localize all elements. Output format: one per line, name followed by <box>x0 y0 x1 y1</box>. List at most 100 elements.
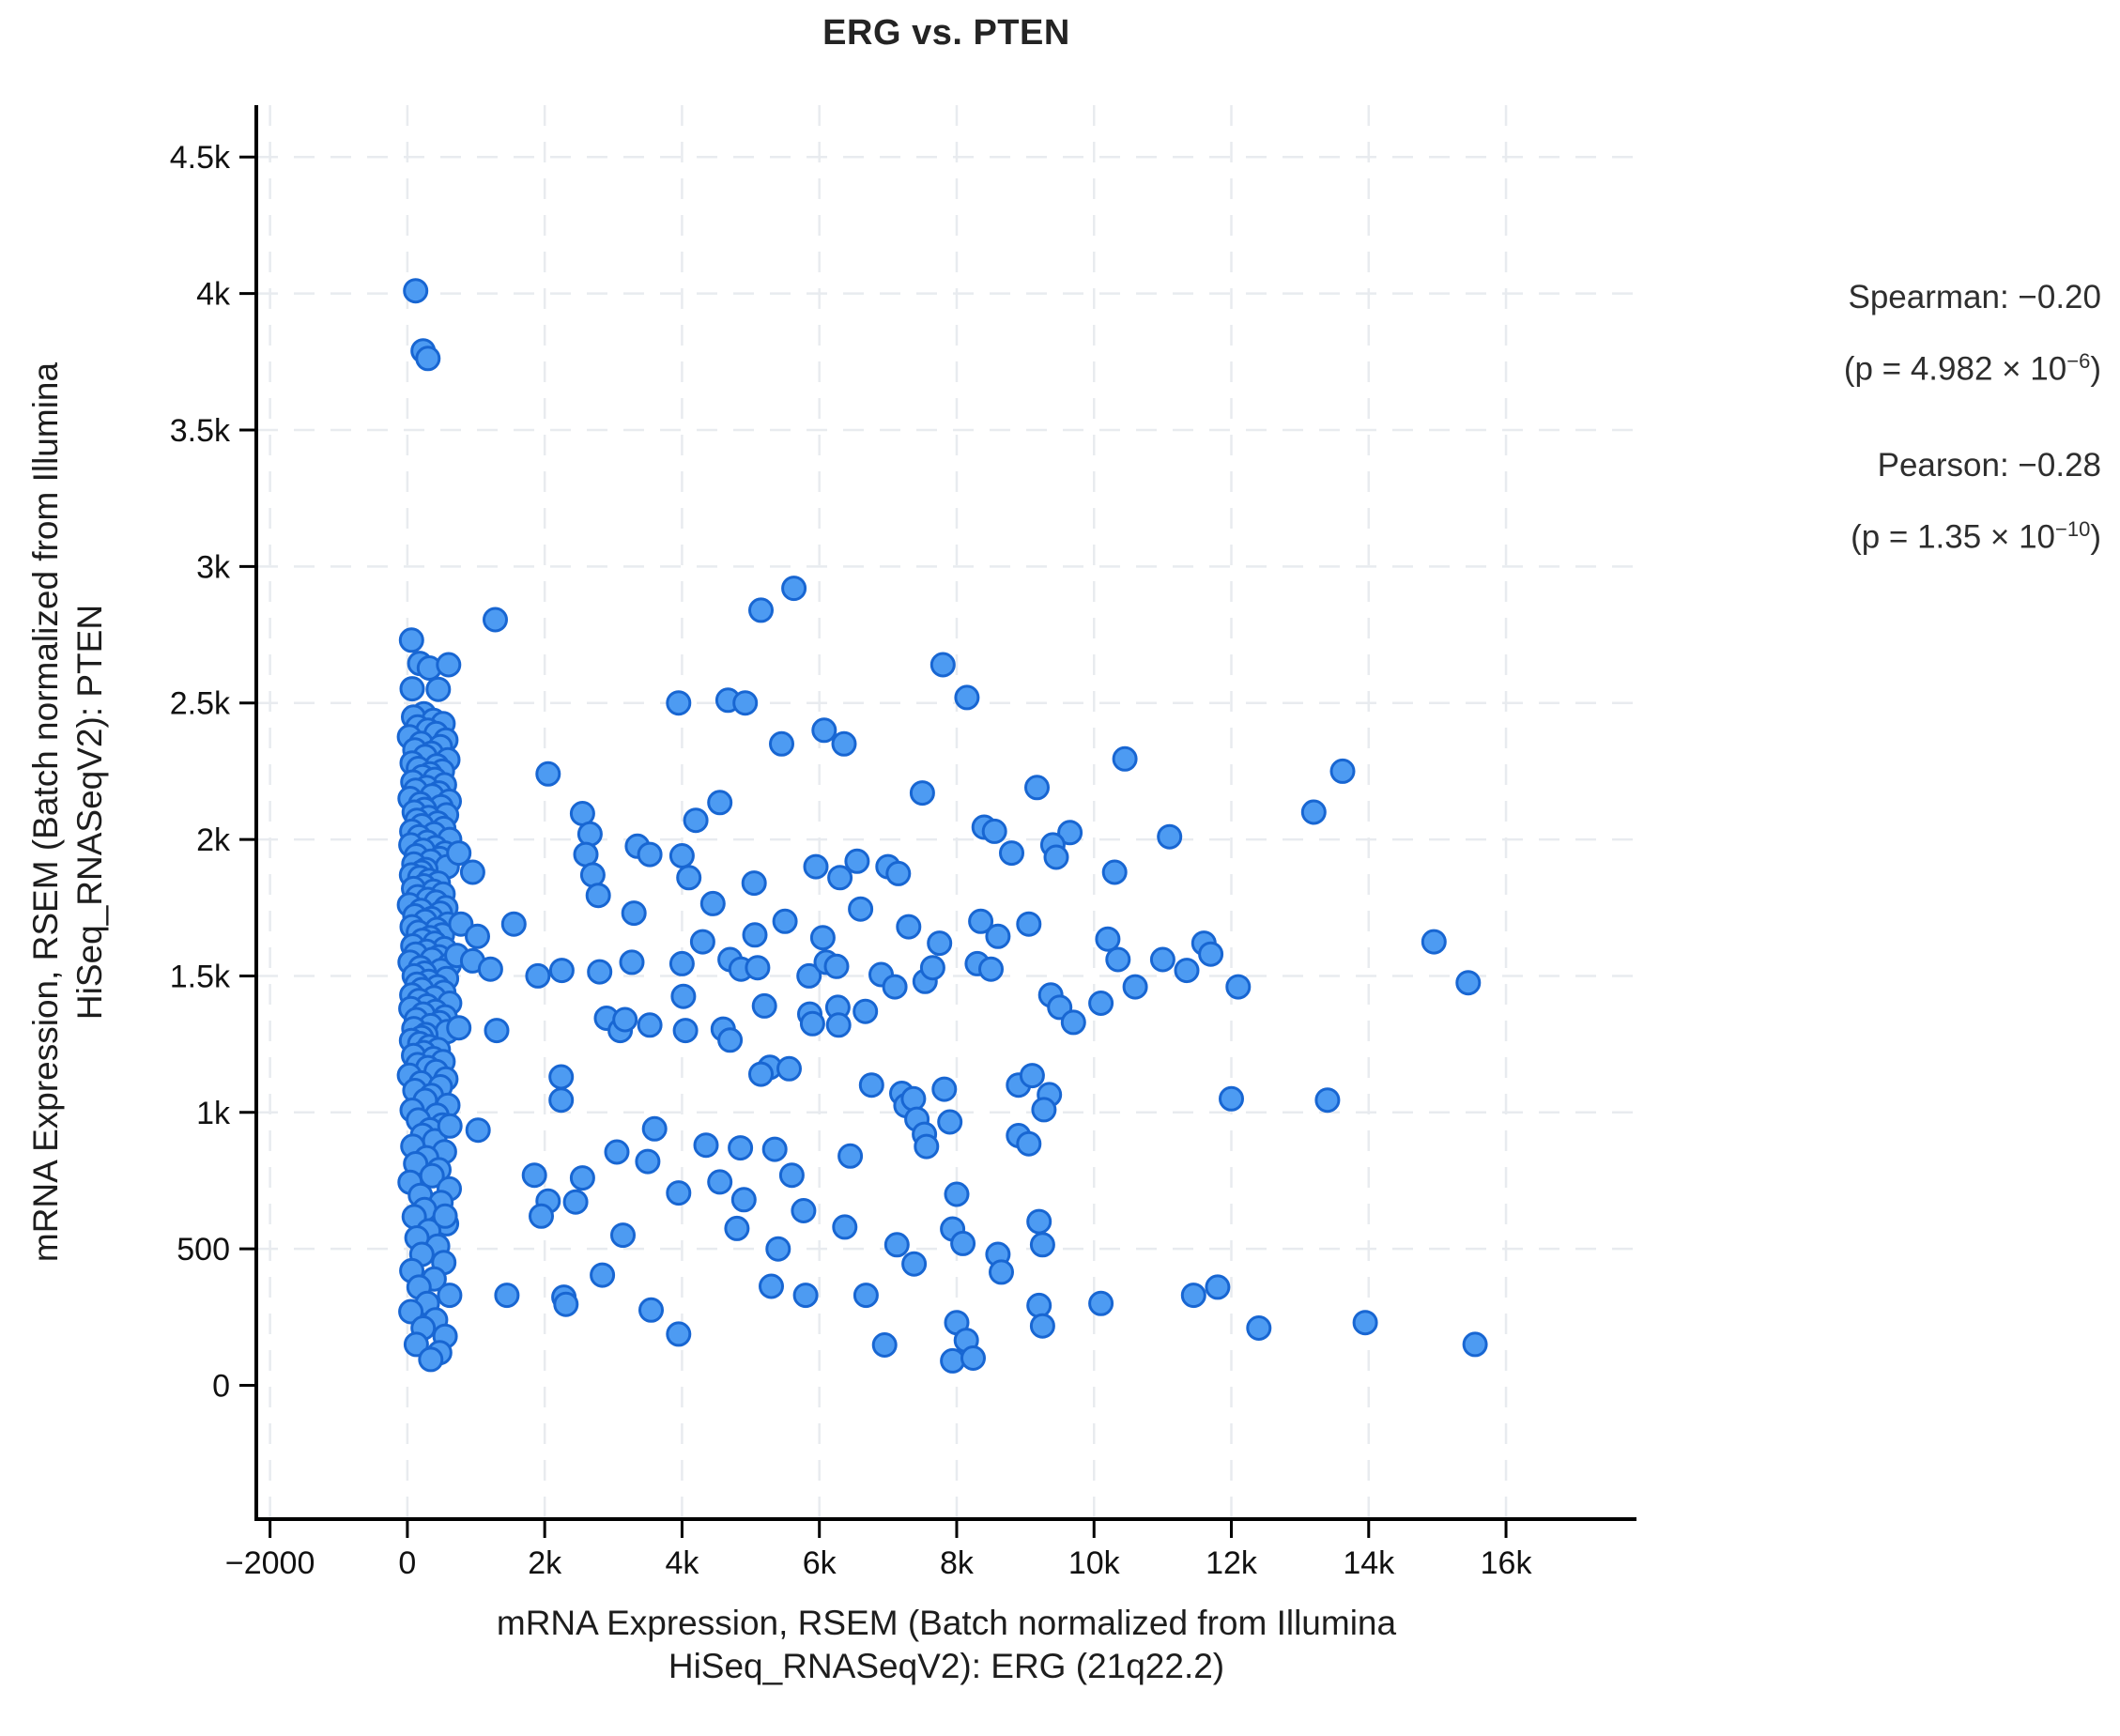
scatter-point[interactable] <box>1219 1085 1244 1112</box>
scatter-point[interactable] <box>465 1117 491 1144</box>
scatter-point[interactable] <box>436 652 462 678</box>
scatter-point[interactable] <box>799 1010 825 1037</box>
scatter-point[interactable] <box>968 908 994 934</box>
scatter-point[interactable] <box>883 1232 910 1258</box>
scatter-point[interactable] <box>1112 745 1138 772</box>
scatter-point[interactable] <box>748 1061 774 1087</box>
scatter-point[interactable] <box>950 1230 976 1256</box>
scatter-point[interactable] <box>1246 1315 1272 1341</box>
scatter-point[interactable] <box>761 1136 788 1162</box>
scatter-point[interactable] <box>811 717 837 744</box>
scatter-point[interactable] <box>1205 1274 1231 1300</box>
scatter-point[interactable] <box>500 911 527 937</box>
scatter-point[interactable] <box>448 911 474 937</box>
scatter-point[interactable] <box>604 1139 630 1165</box>
scatter-point[interactable] <box>494 1283 520 1309</box>
scatter-point[interactable] <box>778 1162 805 1189</box>
scatter-point[interactable] <box>927 930 953 957</box>
scatter-point[interactable] <box>882 974 908 1000</box>
scatter-point[interactable] <box>919 955 945 981</box>
scatter-point[interactable] <box>803 853 829 880</box>
scatter-point[interactable] <box>548 958 575 984</box>
scatter-point[interactable] <box>776 1055 802 1082</box>
scatter-point[interactable] <box>1122 974 1148 1000</box>
scatter-point[interactable] <box>585 883 611 909</box>
scatter-point[interactable] <box>1016 1130 1042 1157</box>
scatter-point[interactable] <box>848 896 874 922</box>
scatter-point[interactable] <box>732 690 759 716</box>
scatter-point[interactable] <box>985 923 1011 949</box>
scatter-point[interactable] <box>748 597 774 623</box>
scatter-point[interactable] <box>832 1214 858 1240</box>
scatter-point[interactable] <box>960 1345 986 1371</box>
scatter-point[interactable] <box>437 1283 463 1309</box>
scatter-point[interactable] <box>569 1165 595 1191</box>
scatter-point[interactable] <box>1057 820 1083 846</box>
scatter-point[interactable] <box>1019 1063 1045 1089</box>
scatter-point[interactable] <box>425 676 452 702</box>
scatter-point[interactable] <box>940 1347 966 1374</box>
scatter-point[interactable] <box>741 870 767 897</box>
scatter-point[interactable] <box>1088 1290 1114 1316</box>
scatter-point[interactable] <box>831 730 857 757</box>
scatter-point[interactable] <box>1174 958 1200 984</box>
scatter-point[interactable] <box>809 925 836 951</box>
scatter-point[interactable] <box>621 900 647 927</box>
scatter-point[interactable] <box>1157 823 1183 850</box>
scatter-point[interactable] <box>1026 1292 1052 1318</box>
scatter-point[interactable] <box>1031 1097 1057 1123</box>
scatter-point[interactable] <box>576 821 603 847</box>
scatter-point[interactable] <box>929 652 956 678</box>
scatter-point[interactable] <box>668 950 695 976</box>
scatter-point[interactable] <box>635 1148 661 1175</box>
scatter-point[interactable] <box>901 1251 928 1277</box>
scatter-point[interactable] <box>858 1072 884 1098</box>
scatter-point[interactable] <box>1462 1331 1488 1358</box>
scatter-point[interactable] <box>418 1346 444 1373</box>
scatter-point[interactable] <box>693 1132 719 1159</box>
scatter-point[interactable] <box>672 1018 699 1044</box>
scatter-point[interactable] <box>1016 911 1042 937</box>
scatter-point[interactable] <box>1329 758 1356 784</box>
scatter-point[interactable] <box>742 922 768 948</box>
scatter-point[interactable] <box>937 1109 963 1135</box>
scatter-point[interactable] <box>529 1203 554 1229</box>
scatter-point[interactable] <box>446 1015 472 1041</box>
scatter-point[interactable] <box>670 983 697 1009</box>
scatter-point[interactable] <box>666 1180 692 1206</box>
scatter-point[interactable] <box>1455 970 1482 996</box>
scatter-point[interactable] <box>1043 844 1069 870</box>
scatter-point[interactable] <box>415 346 441 372</box>
scatter-point[interactable] <box>1198 941 1224 967</box>
scatter-point[interactable] <box>483 607 508 633</box>
scatter-point[interactable] <box>521 1162 547 1189</box>
scatter-point[interactable] <box>1180 1283 1206 1309</box>
scatter-point[interactable] <box>398 1298 424 1325</box>
scatter-point[interactable] <box>717 1027 744 1053</box>
scatter-point[interactable] <box>1029 1232 1055 1258</box>
scatter-point[interactable] <box>676 865 702 891</box>
scatter-point[interactable] <box>437 1113 463 1139</box>
scatter-point[interactable] <box>403 1331 429 1358</box>
scatter-point[interactable] <box>981 818 1007 844</box>
scatter-point[interactable] <box>525 962 551 989</box>
scatter-point[interactable] <box>465 923 490 949</box>
scatter-point[interactable] <box>772 908 798 934</box>
scatter-point[interactable] <box>751 992 777 1019</box>
scatter-point[interactable] <box>459 859 485 885</box>
scatter-point[interactable] <box>579 862 606 888</box>
scatter-point[interactable] <box>432 1203 458 1229</box>
scatter-point[interactable] <box>724 1215 750 1241</box>
scatter-point[interactable] <box>612 1006 638 1033</box>
scatter-point[interactable] <box>954 684 980 711</box>
scatter-point[interactable] <box>989 1259 1014 1285</box>
scatter-point[interactable] <box>1225 974 1252 1000</box>
scatter-point[interactable] <box>853 1283 879 1309</box>
scatter-point[interactable] <box>484 1018 510 1044</box>
scatter-point[interactable] <box>683 807 709 834</box>
scatter-point[interactable] <box>837 1143 864 1169</box>
scatter-point[interactable] <box>398 627 424 653</box>
scatter-point[interactable] <box>745 955 771 981</box>
scatter-point[interactable] <box>896 914 922 940</box>
scatter-point[interactable] <box>978 956 1004 982</box>
